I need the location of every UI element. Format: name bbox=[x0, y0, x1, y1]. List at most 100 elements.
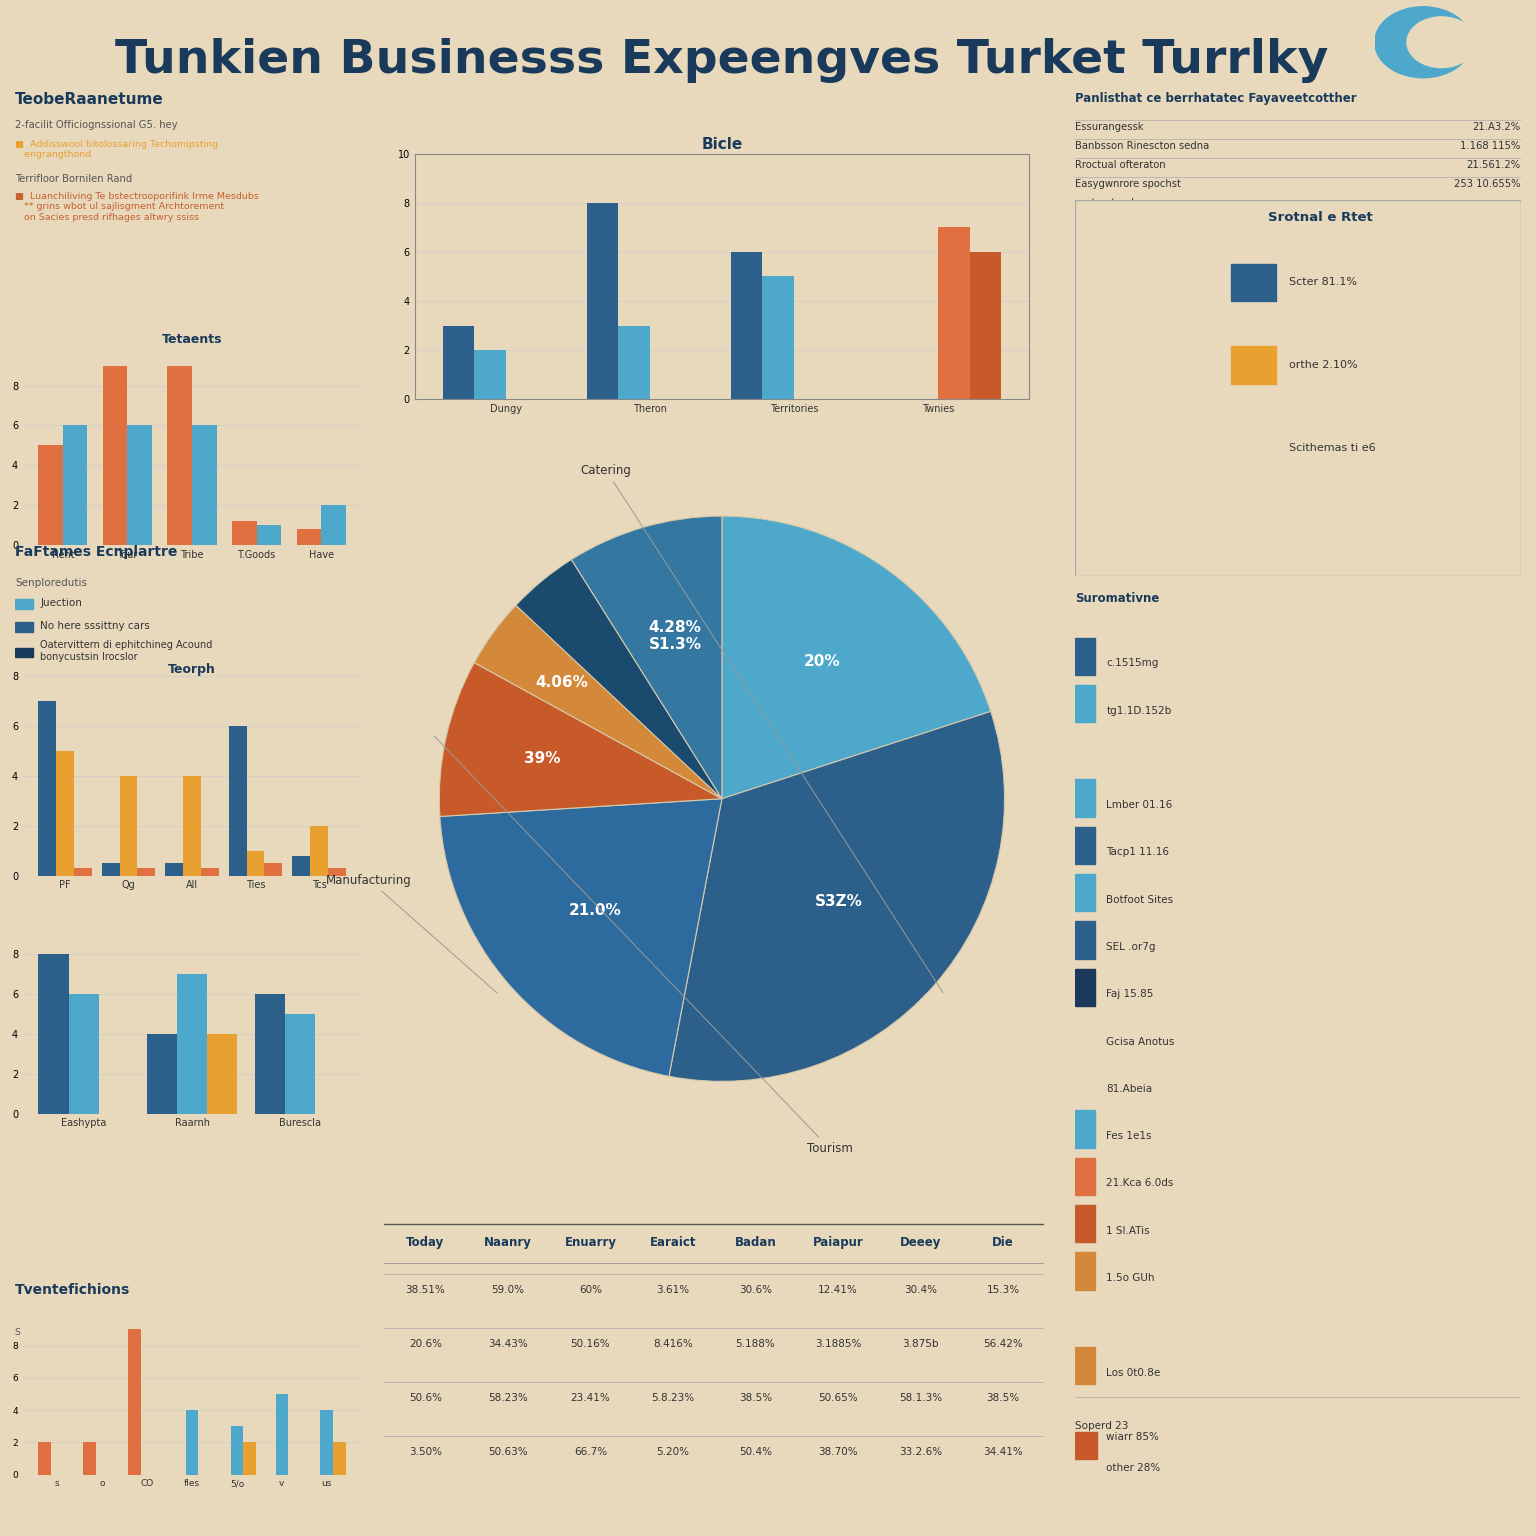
Text: Easygwnrore spochst: Easygwnrore spochst bbox=[1075, 180, 1181, 189]
Text: Gcisa Anotus: Gcisa Anotus bbox=[1106, 1037, 1175, 1046]
Text: 38.5%: 38.5% bbox=[986, 1393, 1020, 1404]
Bar bbox=[230, 1425, 243, 1475]
Text: Today: Today bbox=[406, 1235, 444, 1249]
Bar bbox=[120, 776, 137, 876]
Text: Badan: Badan bbox=[734, 1235, 776, 1249]
Bar bbox=[1230, 347, 1275, 384]
Circle shape bbox=[1407, 17, 1476, 68]
Bar bbox=[243, 1442, 257, 1475]
Text: Naanry: Naanry bbox=[484, 1235, 531, 1249]
Text: 50.6%: 50.6% bbox=[409, 1393, 442, 1404]
Text: Juection: Juection bbox=[40, 598, 81, 608]
Title: Bicle: Bicle bbox=[702, 137, 742, 152]
Bar bbox=[442, 326, 475, 399]
Bar bbox=[101, 863, 120, 876]
Text: ■  Addisswool bitolossaring Techomipsting
   engrangthond: ■ Addisswool bitolossaring Techomipsting… bbox=[15, 140, 218, 160]
Bar bbox=[1075, 779, 1095, 817]
Bar bbox=[1075, 1432, 1097, 1459]
Bar bbox=[1075, 1111, 1095, 1147]
Text: 3.50%: 3.50% bbox=[409, 1447, 442, 1458]
Text: 34.41%: 34.41% bbox=[983, 1447, 1023, 1458]
Text: 58.1.3%: 58.1.3% bbox=[899, 1393, 942, 1404]
Bar bbox=[207, 1034, 238, 1114]
Text: Essurangessk: Essurangessk bbox=[1075, 123, 1144, 132]
Text: Lmber 01.16: Lmber 01.16 bbox=[1106, 800, 1172, 809]
Bar bbox=[229, 727, 247, 876]
Text: 5.8.23%: 5.8.23% bbox=[651, 1393, 694, 1404]
Bar bbox=[127, 1330, 141, 1475]
Bar bbox=[1075, 922, 1095, 958]
Bar bbox=[938, 227, 969, 399]
Wedge shape bbox=[475, 605, 722, 799]
Text: 1.168 115%: 1.168 115% bbox=[1461, 141, 1521, 151]
Bar bbox=[255, 994, 286, 1114]
Text: Scter 81.1%: Scter 81.1% bbox=[1289, 278, 1356, 287]
Text: 50.63%: 50.63% bbox=[488, 1447, 528, 1458]
Text: Tunkien Businesss Expeengves Turket Turrlky: Tunkien Businesss Expeengves Turket Turr… bbox=[115, 38, 1329, 83]
Bar bbox=[63, 425, 88, 545]
Text: Banbsson Rinescton sedna: Banbsson Rinescton sedna bbox=[1075, 141, 1209, 151]
Text: Tacp1 11.16: Tacp1 11.16 bbox=[1106, 848, 1169, 857]
Bar bbox=[321, 505, 346, 545]
Text: Enuarry: Enuarry bbox=[564, 1235, 616, 1249]
Bar bbox=[762, 276, 794, 399]
Text: Suromativne: Suromativne bbox=[1075, 591, 1160, 605]
Text: Earaict: Earaict bbox=[650, 1235, 696, 1249]
Text: 4.06%: 4.06% bbox=[536, 674, 588, 690]
Bar bbox=[38, 954, 69, 1114]
Text: Senploredutis: Senploredutis bbox=[15, 578, 88, 588]
Text: Los 0t0.8e: Los 0t0.8e bbox=[1106, 1367, 1161, 1378]
Bar bbox=[192, 425, 217, 545]
Text: 1 Sl.ATis: 1 Sl.ATis bbox=[1106, 1226, 1150, 1235]
Bar bbox=[38, 700, 57, 876]
Text: 30.6%: 30.6% bbox=[739, 1286, 773, 1295]
Bar bbox=[1075, 1252, 1095, 1290]
Bar bbox=[15, 622, 34, 631]
Bar bbox=[1075, 1158, 1095, 1195]
Text: Deeey: Deeey bbox=[900, 1235, 942, 1249]
Text: sestng tmplo: sestng tmplo bbox=[1075, 198, 1140, 207]
Text: Paiapur: Paiapur bbox=[813, 1235, 863, 1249]
Bar bbox=[1075, 685, 1095, 722]
Text: Panlisthat ce berrhatatec Fayaveetcotther: Panlisthat ce berrhatatec Fayaveetcotthe… bbox=[1075, 92, 1356, 104]
Text: TeobeRaanetume: TeobeRaanetume bbox=[15, 92, 164, 108]
Text: 50.16%: 50.16% bbox=[570, 1339, 610, 1349]
Text: FaFtames Ecnplartre: FaFtames Ecnplartre bbox=[15, 545, 178, 559]
Bar bbox=[1075, 826, 1095, 865]
Text: tg1.1D.152b: tg1.1D.152b bbox=[1106, 705, 1172, 716]
Bar bbox=[183, 776, 201, 876]
Text: Manufacturing: Manufacturing bbox=[326, 874, 498, 994]
Bar bbox=[1075, 1347, 1095, 1384]
Text: wiarr 85%: wiarr 85% bbox=[1106, 1432, 1160, 1442]
Text: 30.4%: 30.4% bbox=[905, 1286, 937, 1295]
Bar bbox=[15, 599, 34, 608]
Bar bbox=[731, 252, 762, 399]
Text: No here sssittny cars: No here sssittny cars bbox=[40, 621, 151, 631]
Text: orthe 2.10%: orthe 2.10% bbox=[1289, 361, 1358, 370]
Text: S3Z%: S3Z% bbox=[814, 894, 862, 909]
Text: 253 10.655%: 253 10.655% bbox=[1455, 180, 1521, 189]
Bar bbox=[177, 974, 207, 1114]
Bar bbox=[127, 425, 152, 545]
Bar bbox=[333, 1442, 346, 1475]
Bar bbox=[137, 868, 155, 876]
Circle shape bbox=[1375, 6, 1471, 78]
Text: Faj 15.85: Faj 15.85 bbox=[1106, 989, 1154, 1000]
Text: 3.875b: 3.875b bbox=[902, 1339, 938, 1349]
Bar bbox=[1230, 264, 1275, 301]
Text: 4.28%
S1.3%: 4.28% S1.3% bbox=[648, 619, 702, 651]
Text: Scithemas ti e6: Scithemas ti e6 bbox=[1289, 442, 1376, 453]
Text: Tventefichions: Tventefichions bbox=[15, 1283, 131, 1296]
Bar bbox=[69, 994, 98, 1114]
Wedge shape bbox=[670, 711, 1005, 1081]
Text: Botfoot Sites: Botfoot Sites bbox=[1106, 894, 1174, 905]
Bar bbox=[969, 252, 1001, 399]
Bar bbox=[232, 521, 257, 545]
Text: 5.20%: 5.20% bbox=[656, 1447, 690, 1458]
Bar bbox=[1075, 874, 1095, 911]
Text: Oatervittern di ephitchineg Acound
bonycustsin Irocslor: Oatervittern di ephitchineg Acound bonyc… bbox=[40, 641, 212, 662]
Text: 33.2.6%: 33.2.6% bbox=[899, 1447, 942, 1458]
Text: 23.41%: 23.41% bbox=[570, 1393, 610, 1404]
Text: ■  Luanchiliving Te bstectrooporifink Irme Mesdubs
   ** grins wbot ul sajlisgme: ■ Luanchiliving Te bstectrooporifink Irm… bbox=[15, 192, 260, 221]
Bar bbox=[1075, 1204, 1095, 1243]
